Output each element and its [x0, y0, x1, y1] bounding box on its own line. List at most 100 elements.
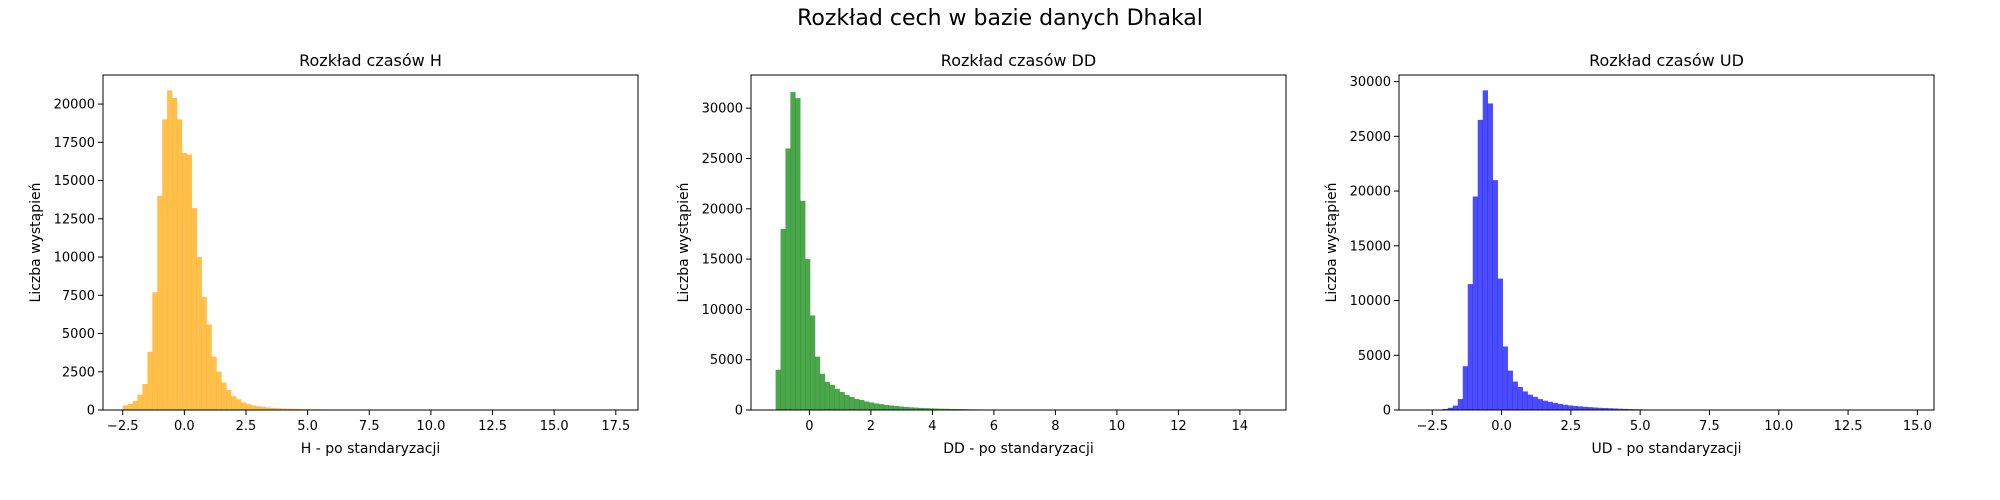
histogram-bar	[295, 408, 301, 410]
histogram-bar	[241, 402, 247, 410]
histogram-bar	[1567, 405, 1573, 410]
histogram-bar	[246, 403, 252, 410]
y-tick-label: 15000	[1350, 239, 1391, 254]
histogram-bar	[270, 407, 276, 410]
histogram-bar	[196, 257, 202, 410]
x-tick-label: 2.5	[236, 419, 257, 434]
histogram-bar	[908, 407, 914, 410]
histogram-bar	[162, 119, 168, 411]
histogram-bar	[942, 408, 949, 410]
x-tick-label: 17.5	[601, 419, 630, 434]
histogram-bar	[898, 406, 904, 410]
subplot-2: 0 2 4 6 8 10 12 14 0 5000 10000 15000 20000 25000 3000…	[676, 51, 1287, 457]
y-tick-label: 5000	[1358, 349, 1391, 364]
y-tick-label: 12500	[54, 212, 95, 227]
histogram-bar	[1507, 370, 1513, 410]
histogram-bar	[775, 369, 781, 410]
x-tick-label: −2.5	[107, 419, 139, 434]
histogram-bar	[873, 403, 880, 410]
histogram-bar	[800, 200, 806, 410]
x-tick-label: 10	[1109, 419, 1126, 434]
histogram-bar	[814, 356, 821, 410]
x-tick-label: 12	[1170, 419, 1187, 434]
histogram-bar	[176, 119, 183, 411]
histogram-bar	[290, 408, 296, 410]
histogram-bar	[918, 407, 924, 410]
histogram-bar	[137, 394, 143, 410]
histogram-bar	[849, 396, 855, 410]
histogram-bar	[221, 382, 227, 410]
histogram-bar	[923, 408, 929, 410]
histogram-bar	[1622, 408, 1628, 410]
histogram-bar	[1532, 396, 1538, 410]
histogram-bar	[127, 403, 133, 410]
histogram-bar	[839, 391, 845, 410]
histogram-bar	[1592, 407, 1598, 410]
histogram-bar	[1457, 399, 1464, 410]
y-tick-label: 10000	[702, 303, 743, 318]
histogram-bar	[191, 208, 197, 410]
histogram-bar	[878, 404, 885, 410]
figure-title: Rozkład cech w bazie danych Dhakal	[797, 6, 1203, 31]
histogram-bar	[1477, 119, 1484, 410]
x-tick-label: 7.5	[1699, 419, 1720, 434]
x-axis-label: UD - po standaryzacji	[1591, 441, 1741, 457]
x-tick-label: 7.5	[359, 419, 380, 434]
histogram-bar	[790, 92, 796, 410]
x-tick-label: 15.0	[1903, 419, 1932, 434]
histogram-bar	[1552, 402, 1558, 410]
y-tick-label: 2500	[62, 365, 95, 380]
histogram-bar	[1447, 407, 1454, 410]
y-tick-label: 0	[735, 404, 743, 419]
histogram-bar	[152, 292, 158, 410]
histogram-bar	[275, 408, 281, 410]
subplot-1: −2.5 0.0 2.5 5.0 7.5 10.0 12.5 15.0 17.5 0 2500 500…	[28, 51, 639, 457]
histogram-bar	[181, 153, 188, 410]
histogram-bar	[859, 399, 865, 410]
histogram-bar	[206, 324, 212, 410]
histogram-bar	[937, 408, 944, 410]
x-tick-label: −2.5	[1416, 419, 1448, 434]
histogram-bar	[1562, 404, 1568, 410]
histogram-bar	[1522, 391, 1528, 410]
x-tick-label: 2	[867, 419, 875, 434]
x-tick-label: 0.0	[174, 419, 195, 434]
axes-frame	[102, 74, 639, 411]
x-tick-label: 0	[805, 419, 813, 434]
histogram-bar	[122, 405, 128, 410]
histogram-bar	[255, 406, 262, 410]
histogram-bar	[854, 398, 860, 410]
histogram-bar	[1442, 408, 1449, 410]
subplot-3: −2.5 0.0 2.5 5.0 7.5 10.0 12.5 15.0 0 5000 10000 15…	[1324, 51, 1938, 457]
histogram-bar	[933, 408, 939, 410]
histogram-bar	[844, 394, 850, 410]
histogram-bar	[1482, 90, 1489, 410]
histogram-bar	[893, 405, 899, 410]
y-axis-label: Liczba wystąpień	[1324, 182, 1340, 302]
x-tick-label: 4	[928, 419, 936, 434]
histogram-bar	[147, 351, 153, 410]
y-tick-label: 0	[1383, 404, 1391, 419]
histogram-bar	[231, 396, 237, 410]
histogram-bar	[201, 296, 207, 410]
histogram-bar	[780, 228, 786, 410]
histogram-bar	[928, 408, 934, 410]
y-axis-label: Liczba wystąpień	[28, 182, 44, 302]
histogram-bar	[869, 402, 875, 410]
histogram-bar	[1472, 196, 1479, 410]
y-tick-label: 30000	[702, 102, 743, 117]
x-tick-label: 0.0	[1491, 419, 1512, 434]
y-tick-label: 20000	[54, 98, 95, 113]
y-tick-label: 10000	[54, 251, 95, 266]
histogram-bar	[1512, 381, 1518, 410]
y-tick-label: 0	[87, 404, 95, 419]
histogram-bar	[236, 399, 242, 410]
x-tick-label: 5.0	[297, 419, 318, 434]
histogram-bar	[1542, 400, 1548, 410]
subplot-title: Rozkład czasów DD	[941, 51, 1096, 70]
y-tick-label: 15000	[54, 174, 95, 189]
histogram-bar	[864, 401, 870, 410]
histogram-bar	[1462, 366, 1469, 410]
histogram-bar	[1492, 180, 1498, 410]
histogram-bar	[1607, 408, 1613, 410]
